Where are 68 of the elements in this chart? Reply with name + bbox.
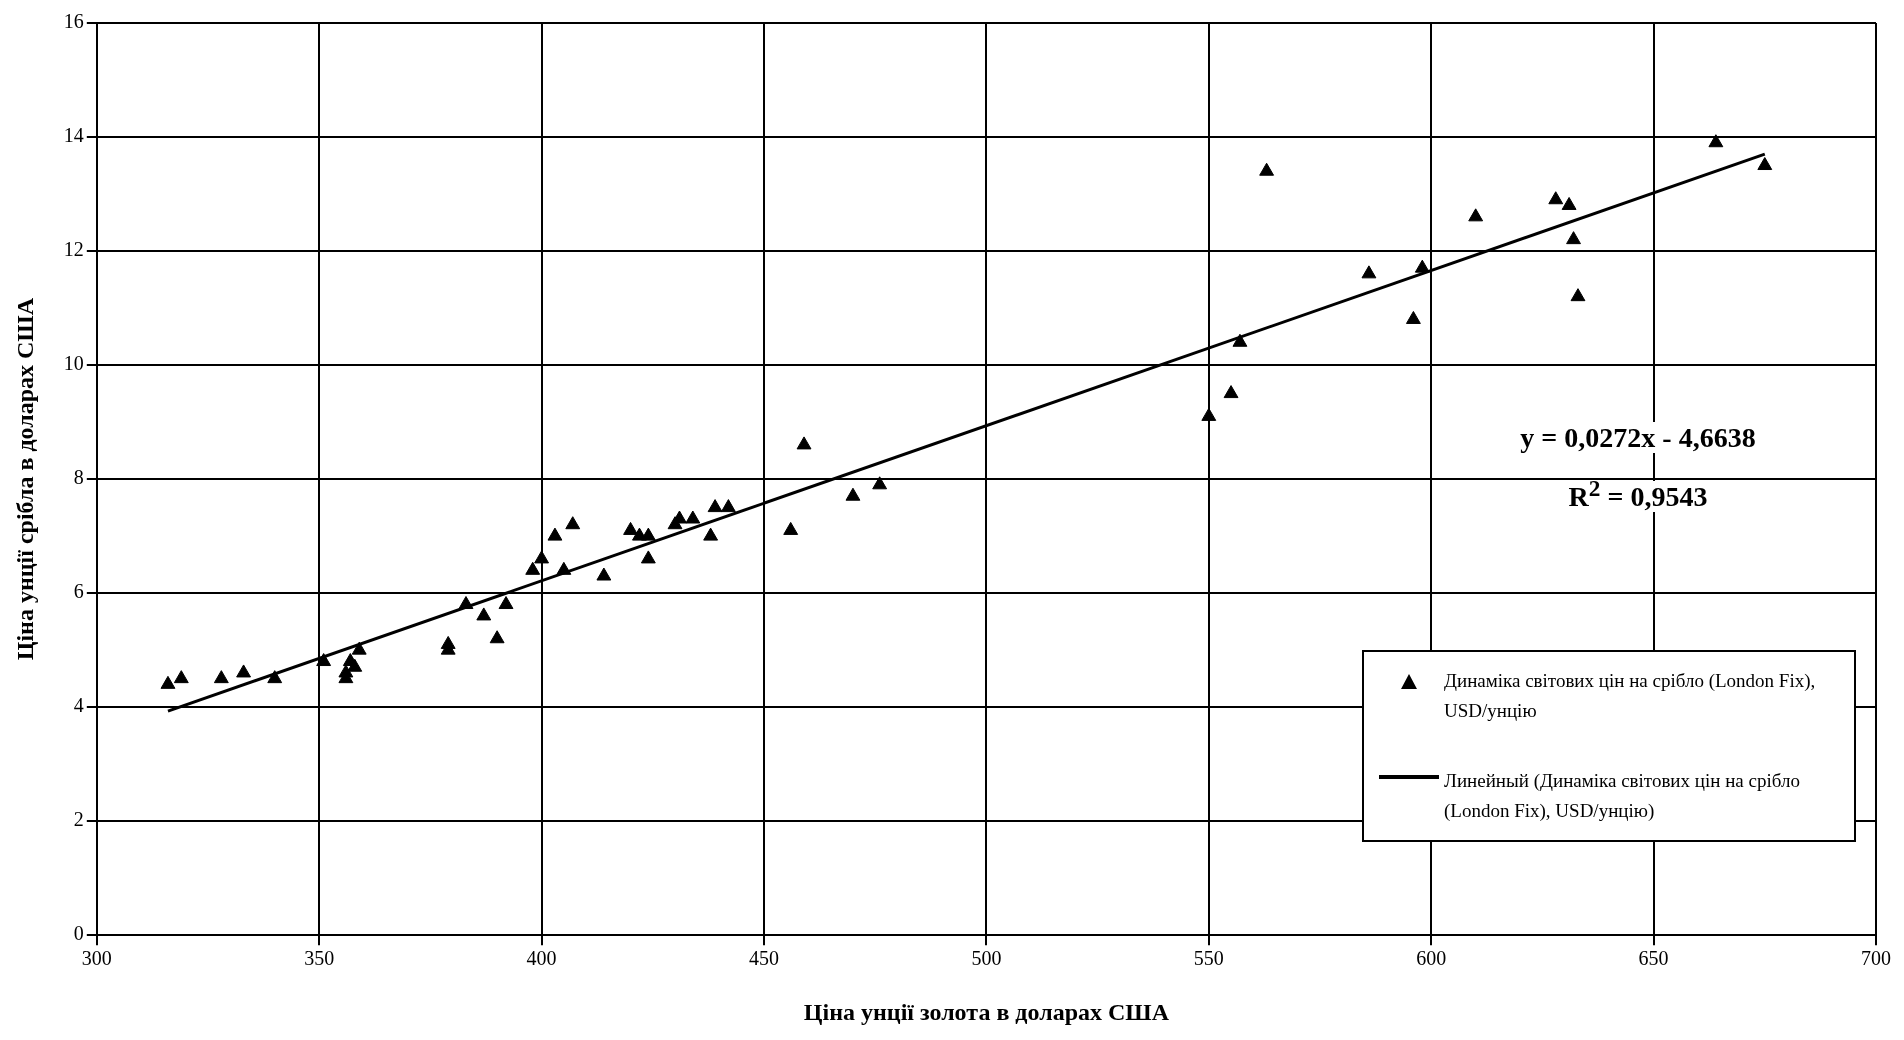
point — [1201, 407, 1217, 421]
point — [707, 499, 723, 513]
point — [596, 567, 612, 581]
point — [703, 527, 719, 541]
point — [1414, 259, 1430, 273]
point — [547, 527, 563, 541]
annotation: y = 0,0272x - 4,6638 — [1516, 422, 1760, 453]
point — [720, 499, 736, 513]
point — [1468, 208, 1484, 222]
point — [316, 653, 332, 667]
x-tick-label: 650 — [1638, 947, 1669, 970]
point — [796, 436, 812, 450]
point — [1548, 191, 1564, 205]
x-tick-label: 600 — [1416, 947, 1447, 970]
point — [489, 630, 505, 644]
point — [476, 607, 492, 621]
point — [640, 550, 656, 564]
point — [556, 561, 572, 575]
point — [783, 521, 799, 535]
point — [1259, 162, 1275, 176]
x-tick-label: 500 — [971, 947, 1002, 970]
point — [1223, 385, 1239, 399]
x-tick-label: 350 — [304, 947, 335, 970]
point — [1405, 310, 1421, 324]
point — [213, 670, 229, 684]
point — [534, 550, 550, 564]
legend-label: Динаміка світових цін на срібло (London Fix), USD/унцію — [1444, 669, 1817, 723]
legend-label: Линейный (Динаміка світових цін на срібло (London Fix), USD/унцію) — [1444, 769, 1801, 823]
x-tick-label: 300 — [81, 947, 112, 970]
point — [498, 596, 514, 610]
point — [160, 675, 176, 689]
y-tick-label: 0 — [73, 922, 84, 945]
y-tick-label: 10 — [63, 352, 84, 375]
point — [525, 561, 541, 575]
y-tick-label: 6 — [73, 580, 84, 603]
point — [351, 641, 367, 655]
point — [1757, 157, 1773, 171]
y-tick-label: 8 — [73, 466, 84, 489]
point — [267, 670, 283, 684]
point — [872, 476, 888, 490]
y-tick-label: 12 — [63, 238, 84, 261]
x-axis-title: Ціна унції золота в доларах США — [803, 998, 1170, 1025]
y-tick-label: 16 — [63, 10, 84, 33]
x-tick-label: 700 — [1861, 947, 1891, 970]
x-tick-label: 450 — [749, 947, 779, 970]
point — [1570, 288, 1586, 302]
point — [623, 521, 638, 535]
x-tick-label: 400 — [526, 947, 557, 970]
point — [845, 487, 861, 501]
point — [685, 510, 701, 524]
point — [458, 596, 474, 610]
point — [347, 658, 363, 672]
point — [565, 516, 581, 530]
point — [1708, 134, 1724, 148]
point — [1566, 231, 1581, 245]
point — [236, 664, 252, 678]
y-tick-label: 14 — [63, 124, 84, 147]
point — [1361, 265, 1377, 279]
y-tick-label: 2 — [73, 808, 84, 831]
point — [1232, 333, 1248, 347]
point — [440, 635, 456, 649]
x-tick-label: 550 — [1193, 947, 1224, 970]
point — [640, 527, 656, 541]
y-axis-title: Ціна унції срібла в доларах США — [11, 297, 38, 661]
point — [1561, 196, 1577, 210]
annotation: R$^{2}$ = 0,9543 — [1567, 475, 1709, 513]
y-tick-label: 4 — [73, 694, 84, 717]
point — [173, 670, 189, 684]
